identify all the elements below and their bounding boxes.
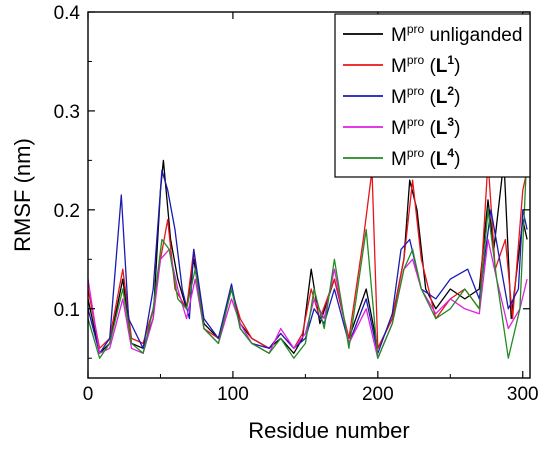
- legend-label-5: Mpro (L4): [391, 146, 460, 170]
- legend-label-3: Mpro (L2): [391, 84, 460, 108]
- series-line-4: [87, 238, 528, 359]
- x-tick-label: 100: [217, 384, 249, 405]
- x-axis-title: Residue number: [248, 418, 409, 443]
- legend-label-4: Mpro (L3): [391, 115, 460, 139]
- y-axis-title: RMSF (nm): [10, 138, 35, 252]
- series-line-5: [87, 150, 528, 359]
- series-line-2: [87, 159, 528, 349]
- legend-label-1: Mpro unliganded: [391, 22, 522, 46]
- x-tick-label: 200: [362, 384, 394, 405]
- series-line-3: [87, 169, 528, 354]
- legend-box: [334, 13, 531, 178]
- y-tick-label: 0.2: [54, 201, 80, 222]
- x-tick-label: 0: [83, 384, 94, 405]
- x-tick-label: 300: [507, 384, 539, 405]
- legend-label-2: Mpro (L1): [391, 53, 460, 77]
- plot-frame: [87, 11, 531, 379]
- y-tick-label: 0.4: [54, 3, 81, 24]
- y-tick-label: 0.3: [54, 102, 80, 123]
- y-tick-label: 0.1: [54, 300, 80, 321]
